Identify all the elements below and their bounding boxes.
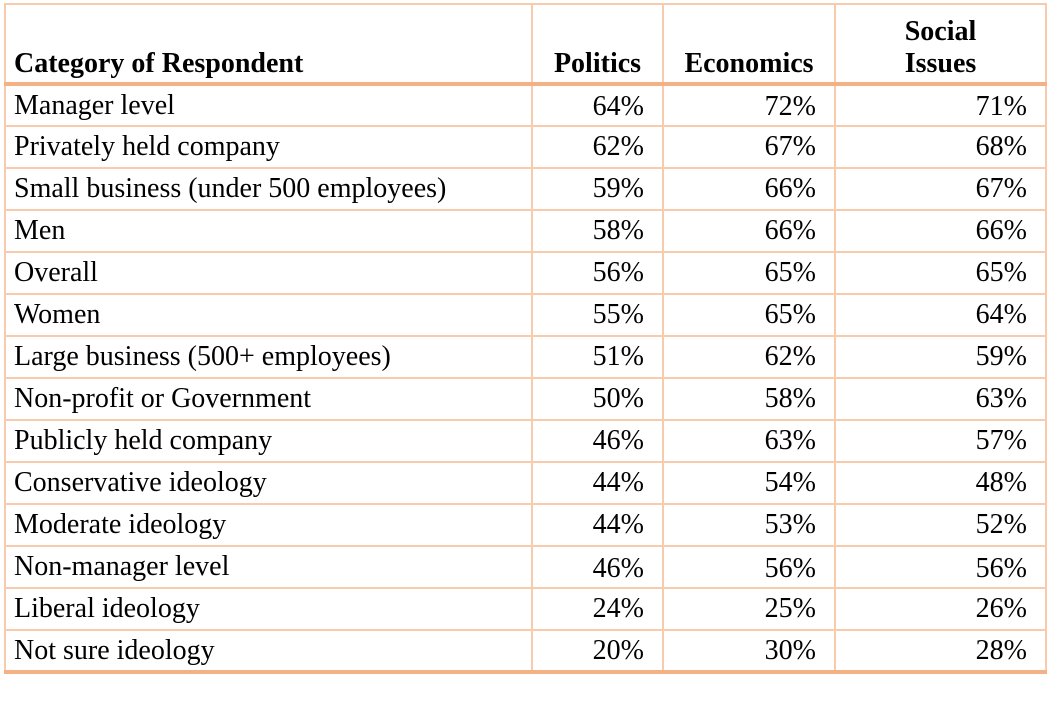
economics-value-cell: 63% [662,419,836,463]
category-cell: Liberal ideology [4,587,533,631]
column-header-social-issues: Social Issues [834,3,1047,86]
category-cell: Non-profit or Government [4,377,533,421]
economics-value-cell: 58% [662,377,836,421]
category-cell: Overall [4,251,533,295]
economics-value-cell: 62% [662,335,836,379]
category-cell: Privately held company [4,125,533,169]
politics-value-cell: 64% [531,83,664,127]
table-row: Publicly held company 46% 63% 57% [4,419,1047,463]
politics-value-cell: 62% [531,125,664,169]
table-row: Manager level 64% 72% 71% [4,83,1047,127]
politics-value-cell: 59% [531,167,664,211]
social-issues-value-cell: 52% [834,503,1047,547]
category-cell: Conservative ideology [4,461,533,505]
table-row: Moderate ideology 44% 53% 52% [4,503,1047,547]
column-header-category: Category of Respondent [4,3,533,86]
table-row: Liberal ideology 24% 25% 26% [4,587,1047,631]
social-issues-value-cell: 63% [834,377,1047,421]
economics-value-cell: 30% [662,629,836,674]
column-header-economics: Economics [662,3,836,86]
header-row: Category of Respondent Politics Economic… [4,3,1047,86]
table-row: Conservative ideology 44% 54% 48% [4,461,1047,505]
table-row: Small business (under 500 employees) 59%… [4,167,1047,211]
social-issues-value-cell: 48% [834,461,1047,505]
politics-value-cell: 44% [531,461,664,505]
politics-value-cell: 56% [531,251,664,295]
economics-value-cell: 65% [662,293,836,337]
table-row: Men 58% 66% 66% [4,209,1047,253]
politics-value-cell: 44% [531,503,664,547]
economics-value-cell: 66% [662,167,836,211]
economics-value-cell: 25% [662,587,836,631]
table-row: Not sure ideology 20% 30% 28% [4,629,1047,674]
politics-value-cell: 58% [531,209,664,253]
category-cell: Moderate ideology [4,503,533,547]
politics-value-cell: 51% [531,335,664,379]
table-row: Privately held company 62% 67% 68% [4,125,1047,169]
social-issues-value-cell: 59% [834,335,1047,379]
politics-value-cell: 46% [531,545,664,589]
column-header-politics: Politics [531,3,664,86]
economics-value-cell: 67% [662,125,836,169]
social-issues-value-cell: 26% [834,587,1047,631]
table-body: Manager level 64% 72% 71% Privately held… [4,83,1047,674]
social-issues-value-cell: 67% [834,167,1047,211]
social-issues-value-cell: 57% [834,419,1047,463]
category-cell: Non-manager level [4,545,533,589]
category-cell: Not sure ideology [4,629,533,674]
category-cell: Small business (under 500 employees) [4,167,533,211]
economics-value-cell: 65% [662,251,836,295]
economics-value-cell: 72% [662,83,836,127]
social-issues-value-cell: 66% [834,209,1047,253]
economics-value-cell: 54% [662,461,836,505]
economics-value-cell: 66% [662,209,836,253]
economics-value-cell: 56% [662,545,836,589]
politics-value-cell: 50% [531,377,664,421]
survey-results-table: Category of Respondent Politics Economic… [4,3,1047,674]
social-issues-value-cell: 56% [834,545,1047,589]
politics-value-cell: 24% [531,587,664,631]
politics-value-cell: 20% [531,629,664,674]
social-issues-value-cell: 28% [834,629,1047,674]
table-row: Non-profit or Government 50% 58% 63% [4,377,1047,421]
table-row: Non-manager level 46% 56% 56% [4,545,1047,589]
category-cell: Men [4,209,533,253]
politics-value-cell: 55% [531,293,664,337]
table-row: Overall 56% 65% 65% [4,251,1047,295]
social-issues-value-cell: 65% [834,251,1047,295]
social-issues-value-cell: 71% [834,83,1047,127]
table-row: Women 55% 65% 64% [4,293,1047,337]
category-cell: Women [4,293,533,337]
social-issues-value-cell: 68% [834,125,1047,169]
politics-value-cell: 46% [531,419,664,463]
table-row: Large business (500+ employees) 51% 62% … [4,335,1047,379]
category-cell: Manager level [4,83,533,127]
social-issues-value-cell: 64% [834,293,1047,337]
economics-value-cell: 53% [662,503,836,547]
category-cell: Publicly held company [4,419,533,463]
category-cell: Large business (500+ employees) [4,335,533,379]
